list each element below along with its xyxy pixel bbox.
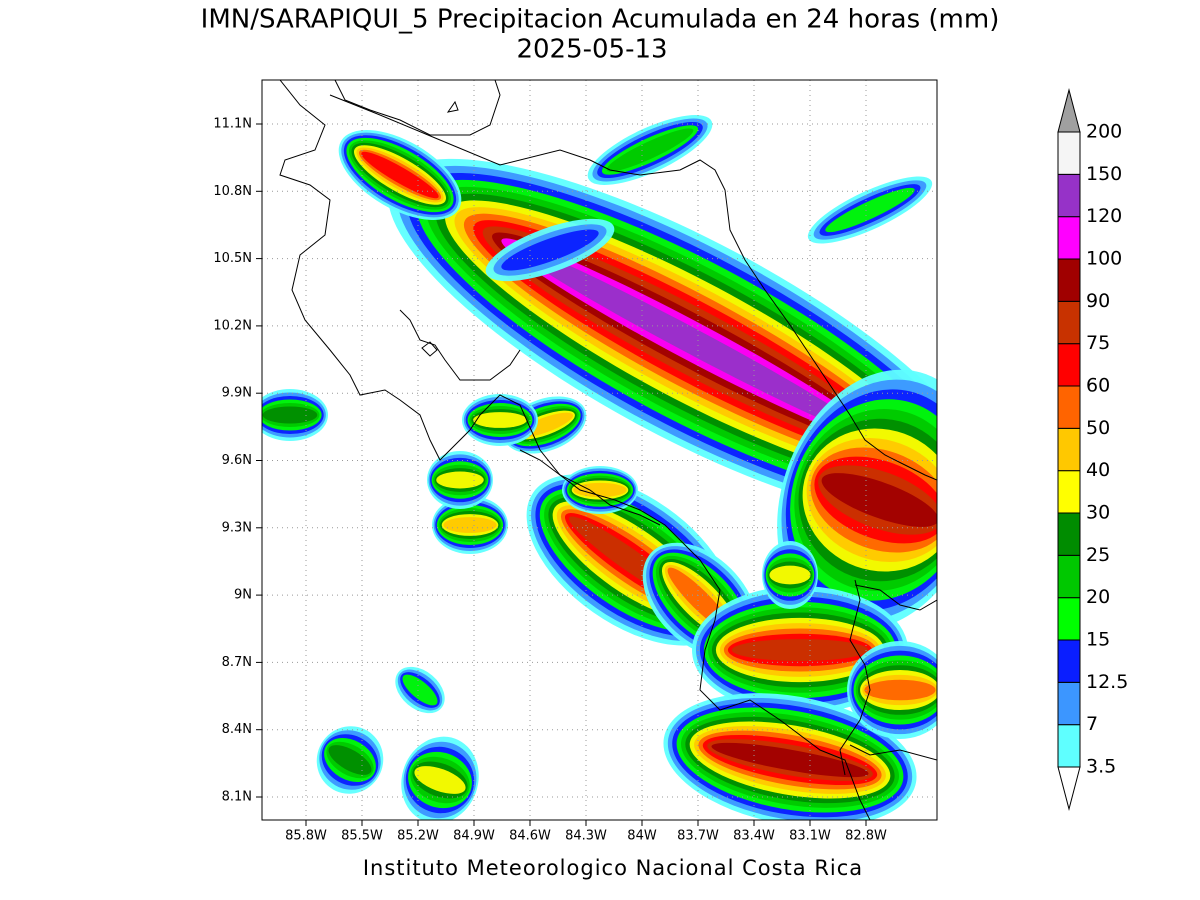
lat-label: 11.1N [213, 117, 252, 132]
coastlines [279, 80, 937, 820]
grid: 11.1N 10.8N 10.5N 10.2N 9.9N 9.6N 9.3N 9N 8.7N 8.… [213, 80, 937, 844]
precip-area [361, 151, 439, 199]
precip-area [436, 471, 484, 489]
precip-area [731, 639, 869, 661]
coastline [849, 744, 937, 761]
colorbar-box [1057, 554, 1081, 599]
lat-label: 9.3N [222, 520, 252, 535]
lat-label: 10.2N [213, 318, 252, 333]
precip-area [443, 517, 497, 533]
island [446, 100, 459, 113]
colorbar-label: 30 [1086, 502, 1110, 524]
colorbar-box [1057, 470, 1081, 514]
lat-label: 8.7N [222, 655, 252, 670]
colorbar-label: 75 [1086, 332, 1110, 354]
precipitation-field [262, 115, 937, 820]
colorbar-label: 20 [1086, 586, 1110, 608]
border [519, 449, 661, 526]
precip-area [864, 679, 936, 701]
precip-area [262, 406, 318, 424]
coastline [854, 584, 937, 611]
colorbar-label: 12.5 [1086, 671, 1128, 693]
colorbar-box [1057, 639, 1081, 683]
coastline [279, 80, 871, 820]
colorbar-label: 60 [1086, 375, 1110, 397]
colorbar-box [1057, 512, 1081, 556]
colorbar-box [1057, 300, 1081, 345]
colorbar-label: 3.5 [1086, 756, 1116, 778]
colorbar-box [1057, 131, 1081, 175]
lake [421, 341, 438, 357]
colorbar-label: 200 [1086, 121, 1122, 143]
lat-label: 9.9N [222, 386, 252, 401]
lon-label: 83.1W [789, 829, 831, 844]
precip-area [821, 473, 937, 527]
colorbar-label: 15 [1086, 629, 1110, 651]
precip-area [606, 128, 694, 172]
colorbar-box [1057, 258, 1081, 302]
lon-label: 84.6W [509, 829, 551, 844]
lon-label: 84W [627, 829, 657, 844]
colorbar-label: 100 [1086, 248, 1122, 270]
coastline [399, 309, 521, 381]
lat-label: 10.5N [213, 251, 252, 266]
coastline [334, 80, 501, 136]
precip-area [328, 745, 372, 775]
colorbar-box [1057, 173, 1081, 218]
colorbar-box [1057, 724, 1081, 768]
precip-area [573, 482, 627, 498]
subtitle: 2025-05-13 [516, 35, 667, 65]
lat-label: 9.6N [222, 453, 252, 468]
lon-label: 85.2W [397, 829, 439, 844]
lon-label: 84.9W [453, 829, 495, 844]
colorbar-label: 150 [1086, 163, 1122, 185]
precip-area [402, 674, 438, 706]
border [329, 94, 937, 481]
colorbar-box [1057, 681, 1081, 726]
colorbar-box [1057, 385, 1081, 429]
colorbar: 3.5 7 12.5 15 20 25 30 40 50 60 75 90 100 120 150 200 [1057, 88, 1128, 811]
precip-area [414, 766, 466, 794]
colorbar-label: 7 [1086, 713, 1098, 735]
footer: Instituto Meteorologico Nacional Costa R… [363, 856, 863, 880]
colorbar-label: 25 [1086, 544, 1110, 566]
colorbar-under [1057, 766, 1081, 811]
colorbar-label: 90 [1086, 290, 1110, 312]
lon-label: 85.8W [285, 829, 327, 844]
lon-label: 83.4W [733, 829, 775, 844]
lon-label: 85.5W [341, 829, 383, 844]
precip-area [473, 412, 527, 428]
colorbar-label: 50 [1086, 417, 1110, 439]
precip-area [711, 742, 869, 778]
colorbar-box [1057, 597, 1081, 641]
colorbar-box [1057, 427, 1081, 472]
precip-area [501, 229, 599, 271]
lat-label: 8.4N [222, 722, 252, 737]
colorbar-over [1057, 88, 1081, 133]
colorbar-box [1057, 343, 1081, 387]
lon-label: 83.7W [677, 829, 719, 844]
lon-label: 84.3W [565, 829, 607, 844]
precip-area [769, 565, 811, 585]
colorbar-box [1057, 216, 1081, 260]
lat-label: 9N [234, 588, 252, 603]
border [839, 579, 871, 776]
precip-area [510, 244, 870, 436]
lat-label: 8.1N [222, 790, 252, 805]
map-frame [261, 79, 938, 821]
lon-label: 82.8W [845, 829, 887, 844]
lat-label: 10.8N [213, 184, 252, 199]
colorbar-label: 40 [1086, 459, 1110, 481]
title: IMN/SARAPIQUI_5 Precipitacion Acumulada … [201, 5, 1000, 35]
colorbar-label: 120 [1086, 205, 1122, 227]
precip-area [825, 187, 915, 233]
